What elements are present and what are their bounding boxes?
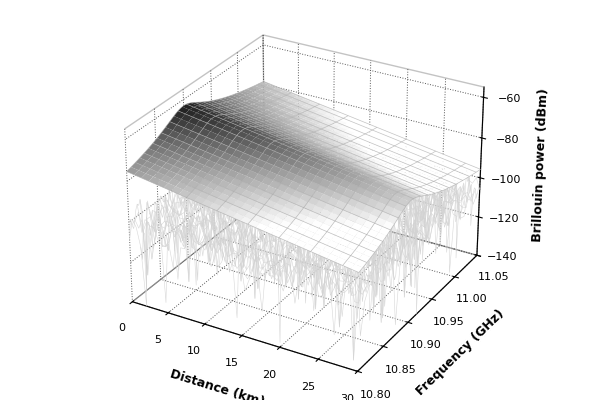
X-axis label: Distance (km): Distance (km) — [169, 368, 266, 400]
Y-axis label: Frequency (GHz): Frequency (GHz) — [414, 307, 507, 398]
